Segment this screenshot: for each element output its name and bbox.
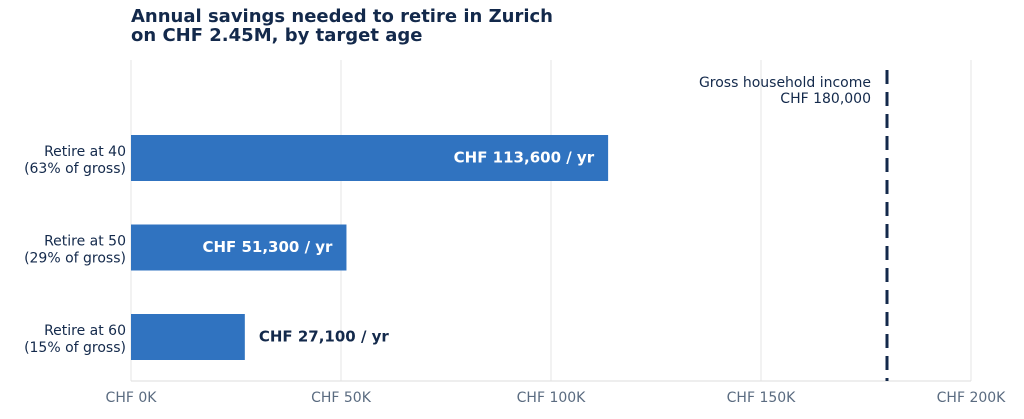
bar xyxy=(131,314,245,360)
y-tick-label: (63% of gross) xyxy=(24,161,126,177)
reference-label: Gross household income xyxy=(699,75,871,91)
value-label: CHF 51,300 / yr xyxy=(202,238,333,256)
x-tick-label: CHF 150K xyxy=(727,390,797,406)
bar xyxy=(131,135,609,181)
x-tick-label: CHF 50K xyxy=(311,390,372,406)
y-tick-label: (29% of gross) xyxy=(24,251,126,267)
reference-label: CHF 180,000 xyxy=(780,91,871,107)
y-tick-label: Retire at 40 xyxy=(44,144,126,160)
x-tick-label: CHF 0K xyxy=(106,390,158,406)
y-tick-label: Retire at 50 xyxy=(44,234,126,250)
chart-title: on CHF 2.45M, by target age xyxy=(131,25,422,46)
y-tick-label: (15% of gross) xyxy=(24,340,126,356)
value-label: CHF 113,600 / yr xyxy=(454,149,595,167)
value-label: CHF 27,100 / yr xyxy=(259,328,390,346)
chart-title: Annual savings needed to retire in Zuric… xyxy=(131,6,553,27)
bar xyxy=(131,224,347,271)
y-tick-label: Retire at 60 xyxy=(44,323,126,339)
x-tick-label: CHF 200K xyxy=(937,390,1007,406)
x-tick-label: CHF 100K xyxy=(517,390,587,406)
